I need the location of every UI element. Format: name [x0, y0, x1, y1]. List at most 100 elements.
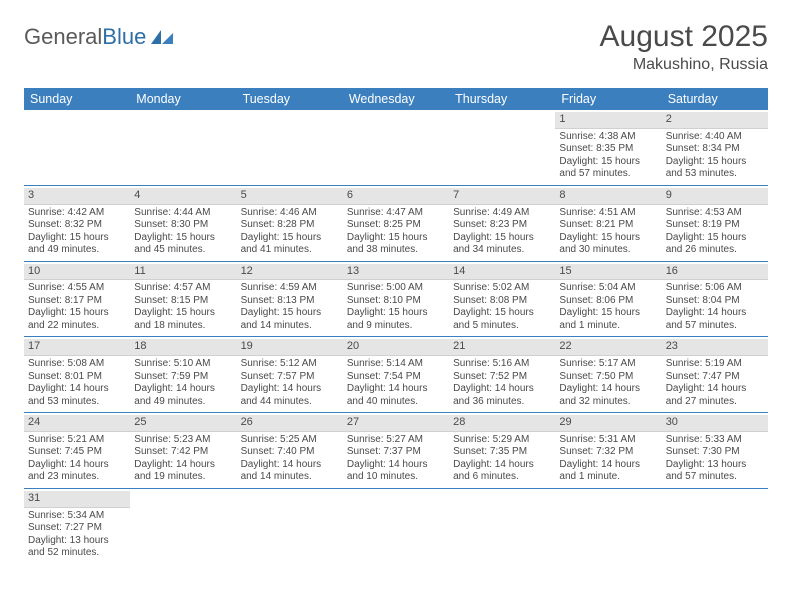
sunrise-text: Sunrise: 5:31 AM — [559, 434, 657, 447]
daylight-text: Daylight: 14 hours — [134, 459, 232, 472]
day-number: 8 — [555, 188, 661, 205]
sunset-text: Sunset: 8:13 PM — [241, 295, 339, 308]
weeks-container: 1Sunrise: 4:38 AMSunset: 8:35 PMDaylight… — [24, 110, 768, 564]
daylight-text: Daylight: 13 hours — [666, 459, 764, 472]
daylight-text: and 19 minutes. — [134, 471, 232, 484]
sunrise-text: Sunrise: 4:51 AM — [559, 207, 657, 220]
daylight-text: Daylight: 15 hours — [241, 232, 339, 245]
day-number: 3 — [24, 188, 130, 205]
sunset-text: Sunset: 8:10 PM — [347, 295, 445, 308]
calendar-cell: 18Sunrise: 5:10 AMSunset: 7:59 PMDayligh… — [130, 337, 236, 412]
sunrise-text: Sunrise: 4:40 AM — [666, 131, 764, 144]
daylight-text: and 22 minutes. — [28, 320, 126, 333]
calendar-cell — [343, 489, 449, 564]
sunrise-text: Sunrise: 5:08 AM — [28, 358, 126, 371]
day-number: 16 — [662, 264, 768, 281]
daylight-text: Daylight: 15 hours — [666, 232, 764, 245]
calendar-cell: 22Sunrise: 5:17 AMSunset: 7:50 PMDayligh… — [555, 337, 661, 412]
daylight-text: and 38 minutes. — [347, 244, 445, 257]
calendar-cell: 11Sunrise: 4:57 AMSunset: 8:15 PMDayligh… — [130, 262, 236, 337]
week-row: 1Sunrise: 4:38 AMSunset: 8:35 PMDaylight… — [24, 110, 768, 186]
calendar-cell: 4Sunrise: 4:44 AMSunset: 8:30 PMDaylight… — [130, 186, 236, 261]
daylight-text: and 9 minutes. — [347, 320, 445, 333]
sunset-text: Sunset: 7:57 PM — [241, 371, 339, 384]
calendar-cell: 20Sunrise: 5:14 AMSunset: 7:54 PMDayligh… — [343, 337, 449, 412]
daylight-text: Daylight: 14 hours — [241, 459, 339, 472]
day-number: 11 — [130, 264, 236, 281]
calendar-cell: 1Sunrise: 4:38 AMSunset: 8:35 PMDaylight… — [555, 110, 661, 185]
daylight-text: Daylight: 14 hours — [559, 459, 657, 472]
daylight-text: and 44 minutes. — [241, 396, 339, 409]
sunset-text: Sunset: 7:40 PM — [241, 446, 339, 459]
calendar-cell — [237, 110, 343, 185]
day-number: 22 — [555, 339, 661, 356]
sunset-text: Sunset: 7:45 PM — [28, 446, 126, 459]
sunrise-text: Sunrise: 5:02 AM — [453, 282, 551, 295]
sunset-text: Sunset: 8:32 PM — [28, 219, 126, 232]
sunrise-text: Sunrise: 5:10 AM — [134, 358, 232, 371]
calendar-cell: 8Sunrise: 4:51 AMSunset: 8:21 PMDaylight… — [555, 186, 661, 261]
calendar-cell: 12Sunrise: 4:59 AMSunset: 8:13 PMDayligh… — [237, 262, 343, 337]
calendar-cell: 6Sunrise: 4:47 AMSunset: 8:25 PMDaylight… — [343, 186, 449, 261]
sunset-text: Sunset: 7:27 PM — [28, 522, 126, 535]
sunrise-text: Sunrise: 4:55 AM — [28, 282, 126, 295]
sunset-text: Sunset: 8:25 PM — [347, 219, 445, 232]
calendar-cell: 23Sunrise: 5:19 AMSunset: 7:47 PMDayligh… — [662, 337, 768, 412]
sunrise-text: Sunrise: 5:33 AM — [666, 434, 764, 447]
sunrise-text: Sunrise: 4:44 AM — [134, 207, 232, 220]
day-number: 10 — [24, 264, 130, 281]
day-header: Sunday — [24, 88, 130, 110]
day-number: 29 — [555, 415, 661, 432]
daylight-text: and 49 minutes. — [134, 396, 232, 409]
week-row: 31Sunrise: 5:34 AMSunset: 7:27 PMDayligh… — [24, 489, 768, 564]
daylight-text: and 41 minutes. — [241, 244, 339, 257]
sunrise-text: Sunrise: 5:27 AM — [347, 434, 445, 447]
daylight-text: and 49 minutes. — [28, 244, 126, 257]
week-row: 17Sunrise: 5:08 AMSunset: 8:01 PMDayligh… — [24, 337, 768, 413]
daylight-text: Daylight: 14 hours — [347, 459, 445, 472]
daylight-text: Daylight: 14 hours — [28, 459, 126, 472]
daylight-text: Daylight: 15 hours — [134, 232, 232, 245]
daylight-text: and 40 minutes. — [347, 396, 445, 409]
daylight-text: and 5 minutes. — [453, 320, 551, 333]
day-number: 24 — [24, 415, 130, 432]
sunrise-text: Sunrise: 5:00 AM — [347, 282, 445, 295]
sunrise-text: Sunrise: 4:53 AM — [666, 207, 764, 220]
calendar-cell — [237, 489, 343, 564]
calendar-cell: 28Sunrise: 5:29 AMSunset: 7:35 PMDayligh… — [449, 413, 555, 488]
sunset-text: Sunset: 7:59 PM — [134, 371, 232, 384]
sunset-text: Sunset: 8:23 PM — [453, 219, 551, 232]
sunset-text: Sunset: 8:06 PM — [559, 295, 657, 308]
sunset-text: Sunset: 8:28 PM — [241, 219, 339, 232]
calendar-cell: 10Sunrise: 4:55 AMSunset: 8:17 PMDayligh… — [24, 262, 130, 337]
daylight-text: Daylight: 15 hours — [559, 307, 657, 320]
calendar-cell — [555, 489, 661, 564]
calendar-cell: 29Sunrise: 5:31 AMSunset: 7:32 PMDayligh… — [555, 413, 661, 488]
daylight-text: Daylight: 14 hours — [241, 383, 339, 396]
daylight-text: and 36 minutes. — [453, 396, 551, 409]
sunset-text: Sunset: 7:50 PM — [559, 371, 657, 384]
day-header: Thursday — [449, 88, 555, 110]
sunrise-text: Sunrise: 5:19 AM — [666, 358, 764, 371]
day-number: 13 — [343, 264, 449, 281]
calendar-cell: 25Sunrise: 5:23 AMSunset: 7:42 PMDayligh… — [130, 413, 236, 488]
day-number: 7 — [449, 188, 555, 205]
calendar-cell — [662, 489, 768, 564]
day-header: Friday — [555, 88, 661, 110]
sunset-text: Sunset: 7:30 PM — [666, 446, 764, 459]
sunrise-text: Sunrise: 4:49 AM — [453, 207, 551, 220]
daylight-text: and 53 minutes. — [666, 168, 764, 181]
day-number: 21 — [449, 339, 555, 356]
day-number: 27 — [343, 415, 449, 432]
sunset-text: Sunset: 8:01 PM — [28, 371, 126, 384]
day-header: Wednesday — [343, 88, 449, 110]
day-number: 6 — [343, 188, 449, 205]
sunrise-text: Sunrise: 4:38 AM — [559, 131, 657, 144]
location-label: Makushino, Russia — [600, 56, 768, 74]
daylight-text: Daylight: 15 hours — [347, 307, 445, 320]
daylight-text: Daylight: 15 hours — [28, 232, 126, 245]
week-row: 10Sunrise: 4:55 AMSunset: 8:17 PM Dayligh… — [24, 262, 768, 338]
sunrise-text: Sunrise: 4:59 AM — [241, 282, 339, 295]
sunset-text: Sunset: 8:17 PM — [28, 295, 126, 308]
daylight-text: and 57 minutes. — [559, 168, 657, 181]
